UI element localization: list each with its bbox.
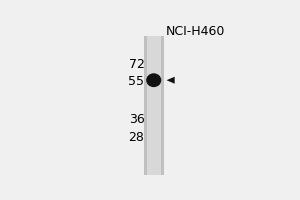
Polygon shape bbox=[167, 77, 175, 84]
Text: 28: 28 bbox=[129, 131, 145, 144]
Text: 36: 36 bbox=[129, 113, 145, 126]
Ellipse shape bbox=[146, 73, 161, 87]
Bar bbox=[144, 36, 164, 175]
Text: 55: 55 bbox=[128, 75, 145, 88]
Text: NCI-H460: NCI-H460 bbox=[166, 25, 225, 38]
Text: 72: 72 bbox=[129, 58, 145, 71]
Bar bbox=[147, 36, 161, 175]
